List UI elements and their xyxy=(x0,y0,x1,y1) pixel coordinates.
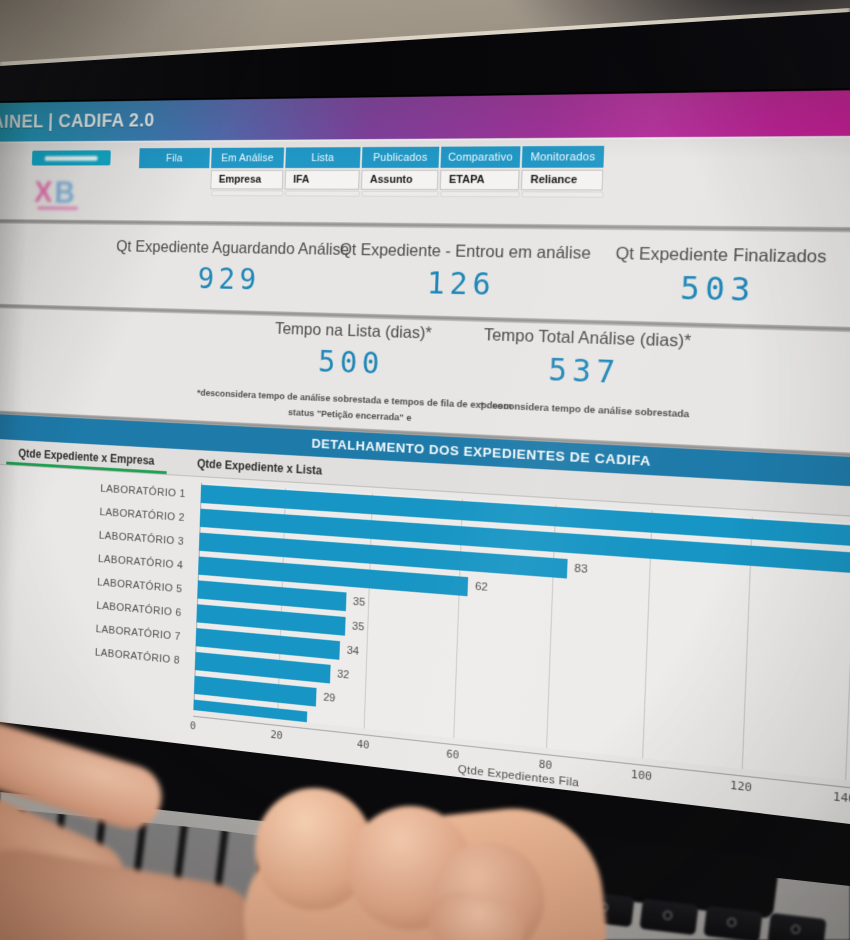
brand-logo: X B xyxy=(32,171,110,216)
brand-logo-mark: X B xyxy=(34,175,78,210)
svg-text:B: B xyxy=(54,175,75,210)
dashboard: PAINEL | CADIFA 2.0 X B Fila Em Análise Li… xyxy=(0,89,850,839)
svg-text:X: X xyxy=(34,176,53,209)
